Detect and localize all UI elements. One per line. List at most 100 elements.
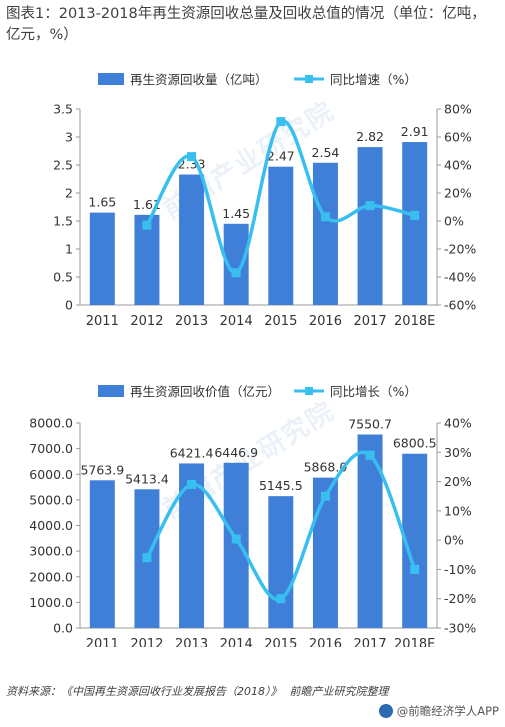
- legend-bar-swatch: [98, 385, 124, 397]
- y2-tick-label: -20%: [444, 591, 476, 606]
- growth-point: [231, 534, 241, 544]
- source-text: 《中国再生资源回收行业发展报告（2018）》: [61, 685, 282, 698]
- y-tick-label: 4000.0: [29, 518, 73, 533]
- growth-point: [142, 553, 152, 563]
- growth-point: [276, 117, 286, 127]
- chart-title: 图表1：2013-2018年再生资源回收总量及回收总值的情况（单位：亿吨，亿元，…: [6, 6, 486, 43]
- x-tick-label: 2018E: [394, 637, 435, 647]
- growth-point: [276, 594, 286, 604]
- bar-value-label: 6446.9: [214, 445, 258, 460]
- x-tick-label: 2013: [175, 314, 208, 329]
- brand-text: @前瞻经济学人APP: [396, 704, 499, 718]
- y-tick-label: 6000.0: [29, 467, 73, 482]
- y2-tick-label: 60%: [444, 130, 472, 145]
- source-org: 前瞻产业研究院整理: [289, 685, 389, 698]
- y-tick-label: 3.5: [53, 102, 73, 117]
- y-tick-label: 1.5: [53, 214, 73, 229]
- y-tick-label: 3000.0: [29, 544, 73, 559]
- legend-line-marker: [305, 75, 313, 83]
- x-tick-label: 2015: [264, 637, 297, 647]
- recycling-value-chart: 再生资源回收价值（亿元） 同比增长（%） 0.0 1000.0 2000.0 3000.0…: [29, 384, 476, 647]
- x-tick-label: 2018E: [394, 314, 435, 329]
- y2-tick-label: -40%: [444, 270, 476, 285]
- bar-value-label: 1.65: [88, 195, 116, 210]
- y-tick-label: 1000.0: [29, 595, 73, 610]
- growth-point: [187, 152, 197, 162]
- bar: [312, 162, 338, 305]
- legend-bar-swatch: [98, 73, 124, 85]
- bar: [223, 462, 249, 628]
- x-tick-label: 2014: [220, 314, 253, 329]
- y-tick-label: 0: [65, 298, 73, 313]
- y2-tick-label: 30%: [444, 445, 472, 460]
- legend-bar-label: 再生资源回收量（亿吨）: [130, 72, 268, 87]
- legend-line-label: 同比增长（%）: [330, 384, 417, 399]
- bar-value-label: 6800.5: [393, 436, 437, 451]
- growth-point: [231, 268, 241, 278]
- y-tick-label: 5000.0: [29, 492, 73, 507]
- y2-tick-label: -30%: [444, 621, 476, 636]
- y2-tick-label: -20%: [444, 242, 476, 257]
- y-tick-label: 8000.0: [29, 416, 73, 431]
- bar: [268, 166, 294, 305]
- x-tick-label: 2012: [130, 314, 163, 329]
- y2-tick-label: 20%: [444, 474, 472, 489]
- x-tick-label: 2017: [354, 637, 387, 647]
- bar-value-label: 7550.7: [348, 417, 392, 432]
- growth-point: [365, 201, 375, 211]
- x-tick-label: 2013: [175, 637, 208, 647]
- growth-point: [187, 480, 197, 489]
- y-tick-label: 7000.0: [29, 441, 73, 456]
- y2-tick-label: -10%: [444, 562, 476, 577]
- y-tick-label: 0.0: [53, 621, 73, 636]
- growth-point: [320, 491, 330, 501]
- growth-point: [410, 564, 420, 574]
- x-tick-label: 2016: [309, 637, 342, 647]
- bar: [89, 480, 115, 628]
- bar-value-label: 1.45: [222, 206, 250, 221]
- bar-value-label: 2.47: [267, 149, 295, 164]
- x-tick-label: 2017: [354, 314, 387, 329]
- x-tick-label: 2012: [130, 637, 163, 647]
- y2-tick-label: -60%: [444, 298, 476, 313]
- source-label: 资料来源：: [6, 685, 61, 698]
- y2-tick-label: 40%: [444, 158, 472, 173]
- x-tick-label: 2014: [220, 637, 253, 647]
- legend: 再生资源回收量（亿吨） 同比增速（%）: [98, 72, 417, 87]
- growth-point: [410, 210, 420, 220]
- y2-tick-label: 80%: [444, 102, 472, 117]
- bar: [134, 214, 160, 305]
- y-tick-label: 2000.0: [29, 569, 73, 584]
- source-note: 资料来源：《中国再生资源回收行业发展报告（2018）》 前瞻产业研究院整理: [6, 683, 389, 699]
- y2-tick-label: 0%: [444, 214, 464, 229]
- y-tick-label: 0.5: [53, 270, 73, 285]
- y-tick-label: 2: [65, 186, 73, 201]
- bar: [402, 142, 428, 305]
- y2-tick-label: 0%: [444, 533, 464, 548]
- x-tick-label: 2016: [309, 314, 342, 329]
- growth-point: [320, 212, 330, 222]
- brand-logo-icon: [378, 704, 393, 718]
- bar-value-label: 5413.4: [125, 471, 169, 486]
- bar: [179, 174, 205, 305]
- brand-credit: @前瞻经济学人APP: [378, 703, 499, 719]
- x-tick-label: 2015: [264, 314, 297, 329]
- bar-value-label: 6421.4: [170, 445, 214, 460]
- bar-value-label: 2.82: [356, 129, 384, 144]
- y2-tick-label: 20%: [444, 186, 472, 201]
- bar-value-label: 2.54: [312, 145, 340, 160]
- bar-value-label: 5868.0: [304, 460, 348, 475]
- growth-point: [142, 220, 152, 230]
- x-tick-label: 2011: [86, 637, 119, 647]
- bar: [268, 496, 294, 628]
- y-tick-label: 3: [65, 130, 73, 145]
- legend-bar-label: 再生资源回收价值（亿元）: [130, 384, 280, 399]
- growth-point: [365, 450, 375, 460]
- legend-line-label: 同比增速（%）: [330, 72, 417, 87]
- legend-line-marker: [305, 387, 313, 395]
- recycling-volume-chart: 再生资源回收量（亿吨） 同比增速（%） 0 0.5 1 1.5 2 2.5 3 3.5 -60% -4…: [53, 72, 476, 329]
- bar-value-label: 5763.9: [80, 462, 124, 477]
- x-tick-label: 2011: [86, 314, 119, 329]
- y-tick-label: 2.5: [53, 158, 73, 173]
- bar: [357, 434, 383, 628]
